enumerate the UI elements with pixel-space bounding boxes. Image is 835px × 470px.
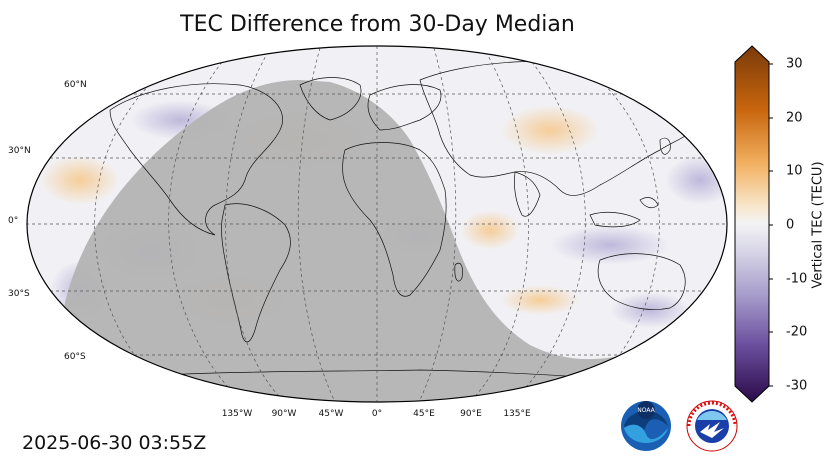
lon-label-45e: 45°E: [413, 409, 435, 419]
noaa-logo: NOAA: [621, 401, 671, 451]
lat-label-60n: 60°N: [64, 80, 87, 90]
colorbar-tick-neg20: -20: [786, 324, 808, 340]
lon-label-135e: 135°E: [503, 409, 531, 419]
map-body: [27, 46, 727, 402]
lat-label-30s: 30°S: [8, 289, 30, 299]
coastlines: [89, 60, 701, 386]
colorbar-tick-marks: [769, 63, 773, 387]
agency-logos: NOAA: [621, 400, 738, 452]
lon-label-0: 0°: [371, 409, 383, 419]
timestamp: 2025-06-30 03:55Z: [22, 432, 207, 454]
night-shade: [27, 80, 727, 402]
nws-logo: [686, 400, 738, 452]
svg-text:NOAA: NOAA: [637, 407, 655, 414]
lon-label-90w: 90°W: [271, 409, 297, 419]
colorbar: [734, 45, 773, 403]
colorbar-tick-30: 30: [786, 56, 803, 72]
colorbar-tick-neg10: -10: [786, 271, 808, 287]
colorbar-scale: [734, 45, 770, 403]
lon-label-90e: 90°E: [460, 409, 482, 419]
lon-label-135w: 135°W: [221, 409, 253, 419]
colorbar-tick-0: 0: [786, 217, 795, 233]
map-border: [26, 45, 728, 403]
chart-title: TEC Difference from 30-Day Median: [180, 12, 575, 37]
colorbar-label: Vertical TEC (TECU): [810, 161, 826, 289]
lat-label-0: 0°: [8, 216, 19, 226]
lat-label-30n: 30°N: [8, 146, 31, 156]
colorbar-tick-neg30: -30: [786, 378, 808, 394]
colorbar-tick-20: 20: [786, 110, 803, 126]
lat-label-60s: 60°S: [64, 352, 86, 362]
lon-label-45w: 45°W: [318, 409, 344, 419]
colorbar-tick-10: 10: [786, 163, 803, 179]
